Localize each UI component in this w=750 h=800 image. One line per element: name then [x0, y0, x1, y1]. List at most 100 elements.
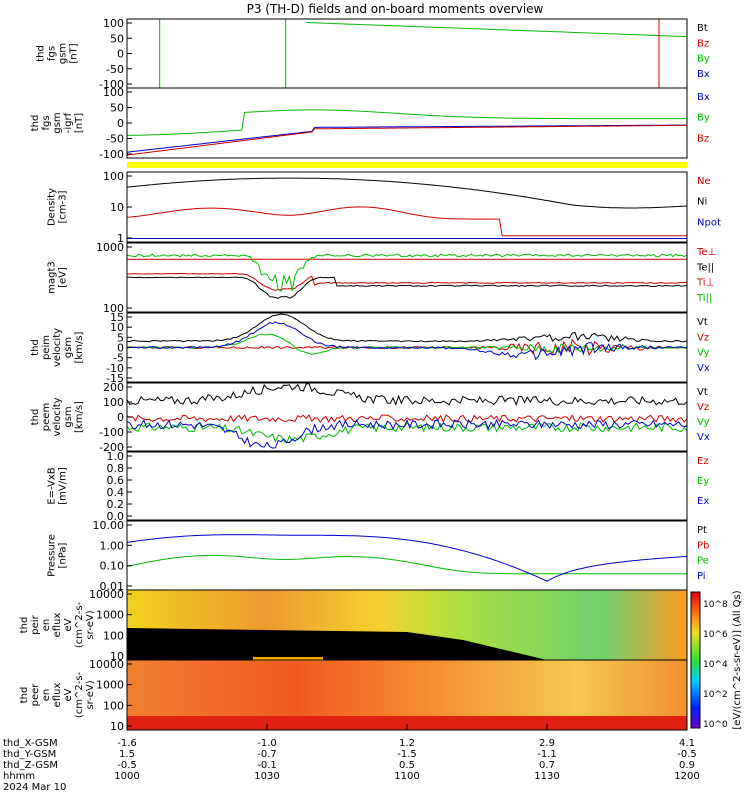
panel-pressure: 10.00 1.00 0.10 0.01 Pressure [nPa] Pt Pb Pe Pi [47, 519, 710, 593]
y-axis-label: gsm [63, 406, 74, 427]
y-axis-label: [km/s] [74, 401, 85, 433]
y-tick-label: -100 [99, 426, 124, 439]
y-axis-label: thd [30, 339, 41, 356]
legend-entry-Ez: Ez [697, 456, 709, 467]
x-tick-label: 1100 [394, 771, 419, 782]
y-tick-label: 0 [117, 48, 124, 61]
y-axis-label: thd [19, 617, 30, 634]
pressure-series-Pi [127, 534, 687, 582]
colorbar-label: [eV/(cm^2-s-sr-eV)] (All Qs) [732, 590, 743, 729]
temperature-series-Ti|| [127, 253, 687, 293]
fgs_gsm_dipole-series-Bz [127, 124, 687, 156]
y-tick-label: 10 [110, 650, 124, 663]
esa_velocity-series-Vt [127, 383, 687, 407]
y-axis-label: [nPa] [58, 542, 69, 568]
y-tick-label: 100 [103, 170, 124, 183]
legend-entry-Pe: Pe [697, 556, 709, 567]
y-tick-label: 0 [117, 342, 124, 355]
y-tick-label: 100 [103, 396, 124, 409]
y-axis-label: thd [30, 115, 41, 132]
legend-entry-Bt: Bt [697, 23, 708, 34]
legend-entry-Bx: Bx [697, 69, 710, 80]
legend-entry-Vt: Vt [697, 387, 708, 398]
y-tick-label: 10 [110, 321, 124, 334]
x-tick-label: 1.5 [119, 749, 135, 760]
x-date-label: 2024 Mar 10 [3, 782, 66, 793]
x-tick-label: -0.5 [677, 749, 697, 760]
colorbar-tick-label: 10^6 [703, 630, 728, 640]
density-series-Ni [127, 177, 687, 209]
legend-entry-Vx: Vx [697, 432, 710, 443]
y-tick-label: 15 [110, 311, 124, 324]
y-axis-label: sr-eV) [85, 680, 96, 709]
legend-entry-Bx: Bx [697, 92, 710, 103]
y-tick-label: 0.01 [100, 580, 125, 593]
colorbar-tick-label: 10^0 [703, 720, 728, 730]
legend-entry-Te⊥: Te⊥ [696, 247, 716, 258]
legend-entry-Ne: Ne [697, 176, 711, 187]
y-tick-label: 0.10 [100, 560, 125, 573]
pressure-series-Pe [127, 554, 687, 575]
panel-density: 100 10 1 Density [cm-3] Ne Ni Npot [47, 170, 721, 245]
y-axis-label: en [41, 619, 52, 632]
esa_velocity-series-Vy [127, 421, 687, 444]
x-row-label: hhmm [3, 771, 35, 782]
legend-entry-By: By [697, 54, 710, 65]
y-tick-label: 0.2 [107, 498, 125, 511]
x-tick-label: 1030 [254, 771, 279, 782]
x-row-label: thd_X-GSM [3, 738, 58, 749]
x-tick-label: -1.5 [397, 749, 417, 760]
temperature-series-Te|| [127, 276, 687, 299]
y-tick-label: 1000 [96, 679, 124, 692]
efi_velocity-series-Vy [127, 333, 687, 355]
y-axis-label: [nT] [69, 43, 80, 63]
legend-entry-Te||: Te|| [696, 262, 714, 273]
fgs_gsm-series-By [306, 22, 687, 38]
y-tick-label: 1000 [96, 241, 124, 254]
electron-flag-bar [253, 657, 323, 661]
x-tick-label: 1000 [114, 771, 139, 782]
esa_velocity-frame [126, 382, 688, 452]
y-axis-label: Density [47, 188, 58, 226]
y-axis-label: fgs [41, 115, 52, 130]
panel-fgs_gsm_dipole: 100 50 0 -50 -100 thd fgs gsm -igrf [nT] Bx By Bz [30, 86, 710, 161]
legend-entry-Ey: Ey [697, 476, 709, 487]
y-tick-label: -50 [106, 63, 124, 76]
y-axis-label: eV [63, 688, 74, 701]
x-tick-label: 2.9 [539, 738, 555, 749]
x-tick-label: 0.7 [539, 760, 555, 771]
x-tick-label: -0.7 [257, 749, 277, 760]
y-axis-label: Pressure [47, 534, 58, 577]
y-tick-label: -200 [99, 441, 124, 454]
y-tick-label: 10000 [89, 588, 124, 601]
ion-spectrum-dark-region [127, 628, 547, 660]
y-tick-label: -5 [113, 352, 124, 365]
x-tick-label: 4.1 [679, 738, 695, 749]
efi_velocity-series-Vx [127, 321, 687, 361]
density-series-Ne [127, 206, 687, 237]
legend-entry-Pi: Pi [697, 571, 706, 582]
y-axis-label: E=-VxB [47, 467, 58, 504]
y-axis-label: [mV/m] [58, 467, 69, 505]
legend-entry-Vt: Vt [697, 317, 708, 328]
y-axis-label: (cm^2-s- [74, 601, 85, 648]
y-axis-label: magt3 [47, 261, 58, 294]
y-tick-label: 100 [103, 86, 124, 99]
y-axis-label: (cm^2-s- [74, 671, 85, 718]
x-row-label: thd_Z-GSM [3, 760, 58, 771]
y-tick-label: 0.6 [107, 474, 125, 487]
efield-frame [126, 451, 688, 521]
x-tick-label: 1200 [674, 771, 699, 782]
x-row-label: thd_Y-GSM [3, 749, 56, 760]
fgs_gsm_dipole-series-By [127, 109, 687, 136]
panel-esa_velocity: 200 100 0 -100 -200 thd peem velocity gsm [km/s] V… [30, 381, 710, 454]
y-tick-label: 0.0 [107, 510, 125, 523]
esa_velocity-series-Vz [127, 414, 687, 424]
y-axis-label: gsm [63, 337, 74, 358]
temperature-series-Te⊥ [127, 272, 687, 291]
y-tick-label: 10 [110, 720, 124, 733]
y-tick-label: 100 [103, 629, 124, 642]
legend-entry-Pt: Pt [697, 525, 707, 536]
y-axis-label: -igrf [63, 112, 74, 133]
